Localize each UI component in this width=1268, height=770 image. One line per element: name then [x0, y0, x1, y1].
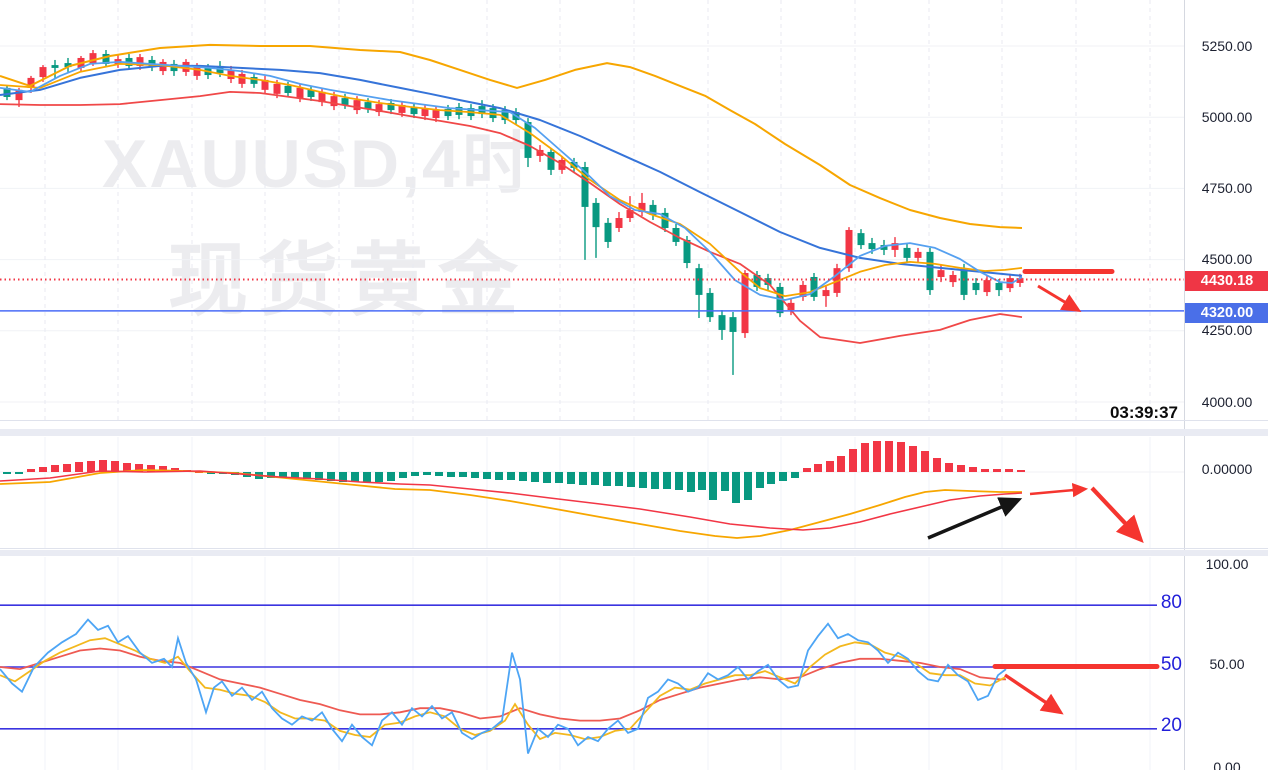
- stoch-axis-label: 100.00: [1205, 556, 1249, 572]
- panel-separator-line-2: [0, 548, 1268, 549]
- candlesticks[interactable]: [3, 49, 1024, 375]
- price-axis[interactable]: 5250.00 5000.00 4750.00 4500.00 4250.00 4000.…: [1184, 0, 1268, 770]
- countdown-timer: 03:39:37: [1109, 403, 1178, 422]
- price-badge: 4430.18: [1185, 271, 1268, 291]
- price-axis-label: 5250.00: [1201, 38, 1253, 54]
- stoch-level-label: 50: [1160, 654, 1182, 676]
- price-axis-label: 5000.00: [1201, 109, 1253, 125]
- stoch-annotations: [992, 664, 1160, 715]
- price-axis-label: 4250.00: [1201, 322, 1253, 338]
- macd-histogram: [3, 441, 1025, 503]
- price-axis-label: 4000.00: [1201, 394, 1253, 410]
- panel-separator-band-2[interactable]: [0, 550, 1268, 556]
- stoch-level-lines[interactable]: [0, 604, 1157, 730]
- stoch-lines: [0, 618, 1007, 754]
- chart-plot-area[interactable]: [0, 0, 1184, 770]
- price-level-lines[interactable]: [0, 278, 1184, 312]
- main-annotations: [1022, 269, 1115, 313]
- stoch-level-label: 80: [1160, 592, 1182, 614]
- stoch-axis-label: 0.00: [1213, 759, 1241, 770]
- macd-annotations: [927, 482, 1144, 543]
- price-badge: 4320.00: [1185, 303, 1268, 323]
- gridlines: [0, 0, 1184, 770]
- price-axis-label: 4500.00: [1201, 251, 1253, 267]
- price-axis-label: 4750.00: [1201, 180, 1253, 196]
- panel-separator-band-1[interactable]: [0, 429, 1268, 436]
- macd-axis-label: 0.00000: [1201, 461, 1253, 477]
- panel-separator-line-1: [0, 420, 1268, 421]
- overlay-ma-lines: [0, 43, 1023, 344]
- stoch-axis-label: 50.00: [1209, 656, 1245, 672]
- stoch-level-label: 20: [1160, 715, 1182, 737]
- macd-lines: [0, 469, 1023, 539]
